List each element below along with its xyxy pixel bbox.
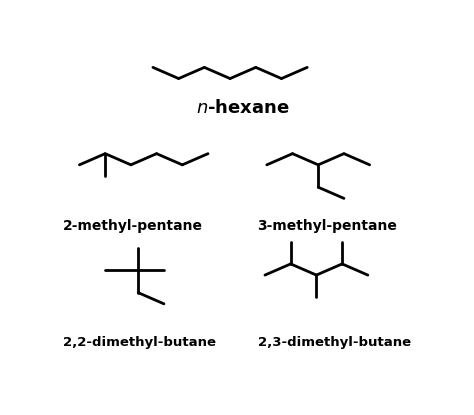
Text: 2-methyl-pentane: 2-methyl-pentane (63, 219, 203, 233)
Text: 2,2-dimethyl-butane: 2,2-dimethyl-butane (63, 336, 216, 349)
Text: $\it{n}$-hexane: $\it{n}$-hexane (196, 99, 290, 117)
Text: 3-methyl-pentane: 3-methyl-pentane (258, 219, 398, 233)
Text: 2,3-dimethyl-butane: 2,3-dimethyl-butane (258, 336, 411, 349)
